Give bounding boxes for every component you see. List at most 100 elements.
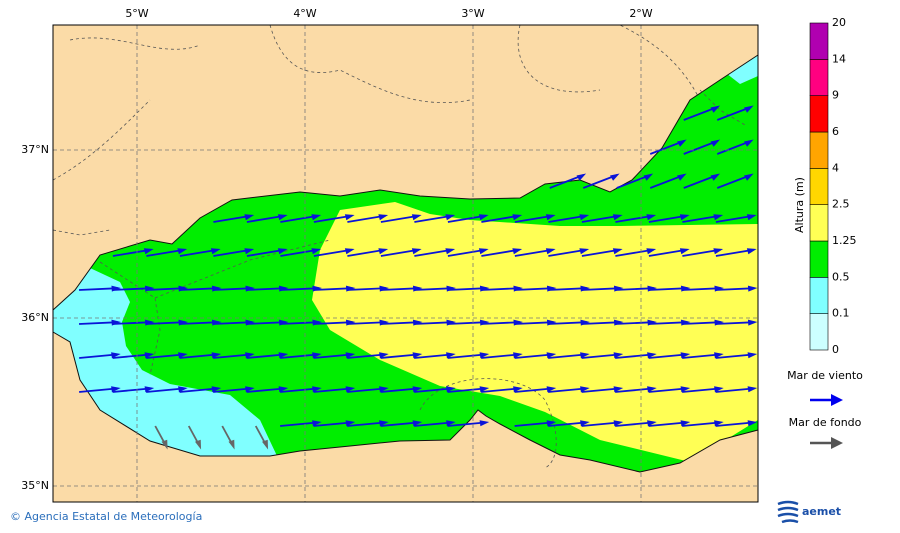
arrow-shaft bbox=[615, 248, 654, 257]
arrow-head bbox=[545, 248, 556, 255]
arrow-shaft bbox=[648, 353, 688, 359]
arrow-shaft bbox=[581, 287, 621, 291]
wind-sea-arrow bbox=[246, 248, 288, 257]
arrow-head bbox=[211, 386, 222, 393]
arrow-head bbox=[277, 214, 288, 221]
wind-sea-arrow bbox=[514, 420, 557, 427]
arrow-shaft bbox=[414, 421, 453, 427]
arrow-head bbox=[580, 352, 590, 359]
wind-sea-arrow bbox=[648, 386, 691, 393]
arrow-head bbox=[613, 420, 624, 427]
arrow-head bbox=[277, 248, 288, 255]
arrow-head bbox=[262, 439, 269, 450]
arrow-head bbox=[546, 420, 557, 427]
wind-sea-arrow bbox=[246, 214, 288, 223]
arrow-shaft bbox=[514, 321, 554, 325]
arrow-head bbox=[143, 248, 154, 255]
arrow-head bbox=[710, 105, 721, 113]
zone-borders bbox=[99, 89, 746, 469]
wind-sea-arrow bbox=[313, 352, 356, 359]
wind-sea-arrow bbox=[481, 352, 523, 359]
arrow-shaft bbox=[615, 421, 654, 427]
wind-sea-arrow bbox=[514, 248, 556, 257]
arrow-shaft bbox=[280, 353, 319, 359]
arrow-head bbox=[646, 214, 657, 221]
arrow-shaft bbox=[547, 321, 587, 325]
wind-sea-arrow bbox=[280, 214, 322, 223]
arrow-shaft bbox=[548, 421, 587, 427]
wind-sea-arrow bbox=[313, 214, 355, 223]
arrow-shaft bbox=[212, 321, 252, 325]
arrow-head bbox=[677, 173, 687, 181]
arrow-shaft bbox=[212, 287, 252, 291]
arrow-shaft bbox=[213, 387, 252, 393]
wind-sea-arrow bbox=[280, 248, 322, 257]
arrow-shaft bbox=[447, 421, 487, 427]
arrow-shaft bbox=[447, 248, 486, 257]
arrow-shaft bbox=[681, 321, 721, 325]
arrow-head bbox=[411, 248, 422, 255]
wind-sea-arrow bbox=[615, 352, 657, 359]
arrow-head bbox=[311, 214, 322, 221]
arrow-head bbox=[647, 386, 657, 393]
swell-arrow bbox=[221, 425, 235, 450]
arrow-head bbox=[579, 248, 590, 255]
arrow-head bbox=[244, 248, 255, 255]
arrow-head bbox=[613, 386, 624, 393]
wind-sea-arrow bbox=[347, 248, 389, 257]
wind-sea-arrow bbox=[213, 248, 255, 257]
arrow-head bbox=[178, 386, 188, 393]
arrow-shaft bbox=[715, 421, 755, 427]
wind-sea-arrow bbox=[380, 248, 422, 257]
footer-credit: © Agencia Estatal de Meteorología bbox=[10, 510, 202, 523]
arrow-shaft bbox=[548, 353, 587, 359]
arrow-head bbox=[344, 248, 355, 255]
colorbar-segment bbox=[809, 240, 829, 278]
arrow-shaft bbox=[413, 287, 453, 291]
arrow-head bbox=[646, 248, 657, 255]
arrow-shaft bbox=[547, 287, 587, 291]
colorbar-segment bbox=[809, 313, 829, 351]
arrow-head bbox=[479, 386, 490, 393]
arrow-head bbox=[680, 352, 691, 359]
arrow-head bbox=[411, 214, 422, 221]
arrow-head bbox=[744, 173, 754, 181]
wind-sea-arrow bbox=[347, 352, 389, 359]
arrow-head bbox=[747, 420, 758, 427]
arrow-head bbox=[747, 285, 758, 292]
wind-sea-arrow bbox=[313, 420, 356, 427]
arrow-head bbox=[680, 386, 691, 393]
arrow-shaft bbox=[681, 287, 721, 291]
arrow-shaft bbox=[715, 214, 754, 223]
wind-sea-arrow bbox=[683, 139, 721, 155]
arrow-shaft bbox=[146, 248, 185, 257]
wind-sea-arrow bbox=[716, 139, 754, 155]
arrow-head bbox=[412, 352, 423, 359]
arrow-head bbox=[512, 214, 523, 221]
arrow-shaft bbox=[413, 321, 453, 325]
wind-sea-arrow bbox=[682, 214, 724, 223]
arrow-shaft bbox=[581, 321, 621, 325]
logo-text: aemet bbox=[802, 505, 841, 518]
arrow-shaft bbox=[213, 248, 252, 257]
arrow-shaft bbox=[615, 353, 654, 359]
arrow-head bbox=[445, 214, 456, 221]
wind-sea-arrow bbox=[313, 386, 356, 393]
arrow-head bbox=[647, 420, 657, 427]
wind-sea-arrow bbox=[715, 352, 758, 359]
arrow-shaft bbox=[548, 214, 587, 223]
arrow-head bbox=[478, 214, 489, 221]
arrow-shaft bbox=[179, 248, 218, 257]
colorbar-label: 0.1 bbox=[832, 307, 850, 320]
colorbar: 0 0.1 0.5 1.25 2.5 4 6 9 14 20 bbox=[809, 16, 857, 356]
arrow-shaft bbox=[481, 353, 520, 359]
arrow-shaft bbox=[79, 387, 118, 393]
x-axis-label: 4°W bbox=[293, 7, 316, 20]
wind-sea-arrow bbox=[447, 352, 490, 359]
arrow-shaft bbox=[246, 214, 285, 223]
arrow-shaft bbox=[481, 387, 520, 393]
arrow-shaft bbox=[682, 353, 721, 359]
arrow-head bbox=[412, 420, 423, 427]
arrow-shaft bbox=[313, 214, 352, 223]
arrow-head bbox=[312, 420, 322, 427]
